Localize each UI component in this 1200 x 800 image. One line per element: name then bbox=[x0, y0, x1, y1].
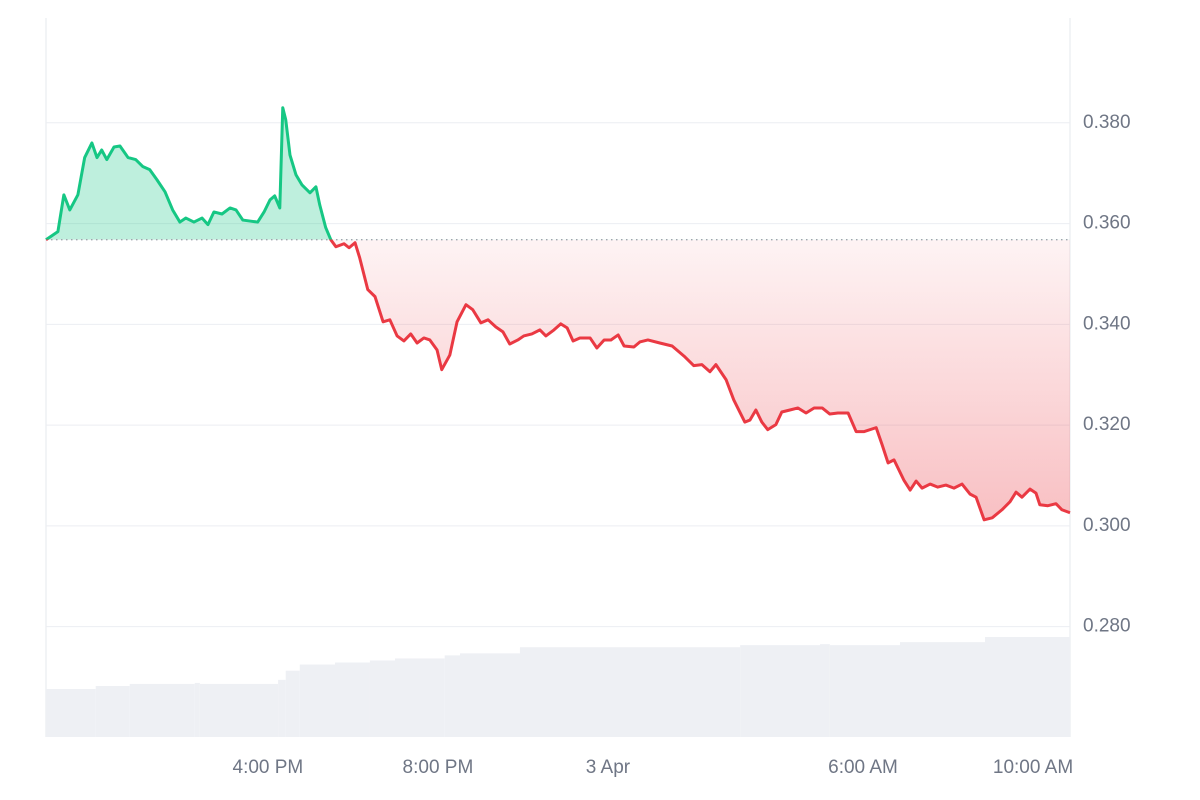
volume-bar bbox=[95, 685, 130, 737]
x-tick-label: 4:00 PM bbox=[233, 757, 304, 778]
y-tick-label: 0.360 bbox=[1083, 213, 1131, 234]
volume-bar bbox=[519, 647, 741, 737]
area-up bbox=[46, 107, 331, 240]
volume-bar bbox=[444, 655, 461, 737]
y-tick-label: 0.300 bbox=[1083, 515, 1131, 536]
x-tick-label: 10:00 AM bbox=[993, 757, 1073, 778]
x-tick-label: 8:00 PM bbox=[403, 757, 474, 778]
volume-bar bbox=[199, 683, 279, 737]
volume-bar bbox=[829, 645, 900, 737]
x-tick-label: 3 Apr bbox=[586, 757, 631, 778]
y-tick-label: 0.320 bbox=[1083, 414, 1131, 435]
volume-bar bbox=[369, 660, 395, 737]
volume-bar bbox=[194, 682, 200, 737]
volume-bar bbox=[899, 642, 985, 737]
price-line bbox=[45, 106, 1071, 522]
y-tick-label: 0.280 bbox=[1083, 616, 1131, 637]
y-tick-label: 0.380 bbox=[1083, 112, 1131, 133]
volume-bar bbox=[129, 683, 195, 737]
volume-bar bbox=[460, 653, 520, 737]
y-tick-label: 0.340 bbox=[1083, 313, 1131, 334]
volume-bar bbox=[285, 670, 300, 737]
volume-bar bbox=[740, 645, 821, 737]
volume-bar bbox=[394, 658, 445, 737]
volume-bar bbox=[984, 637, 1070, 737]
volume-bar bbox=[278, 679, 286, 737]
volume-bar bbox=[820, 644, 830, 737]
x-tick-label: 6:00 AM bbox=[828, 757, 898, 778]
volume-bar bbox=[46, 689, 96, 737]
volume-bar bbox=[335, 662, 370, 737]
area-down bbox=[46, 239, 1070, 520]
volume-bar bbox=[299, 664, 336, 737]
